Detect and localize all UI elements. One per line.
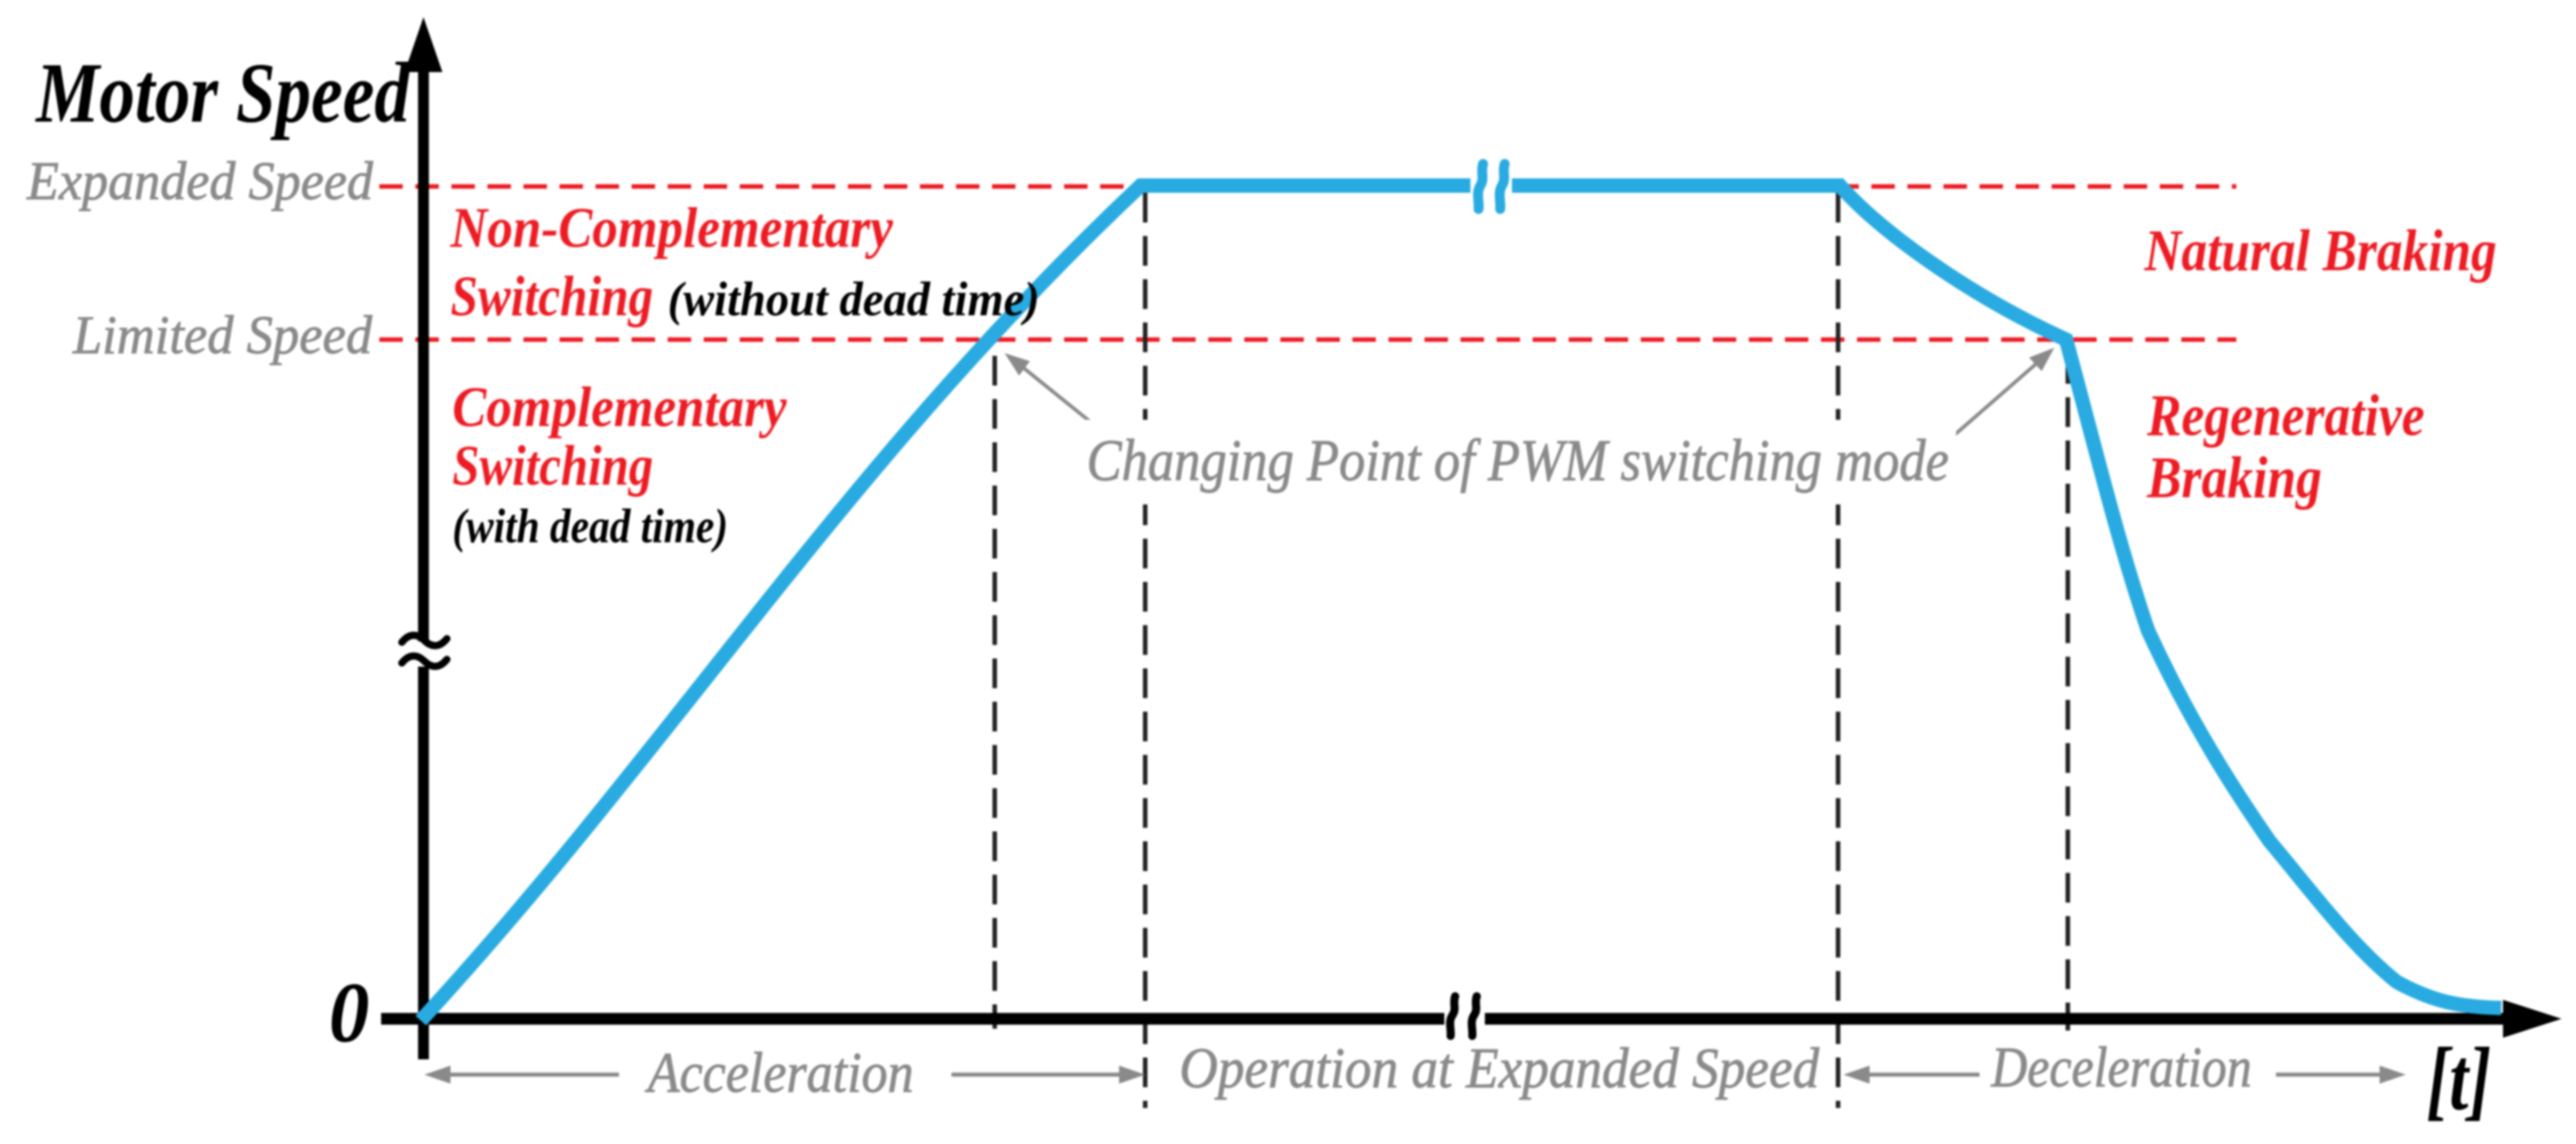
svg-text:Operation at Expanded Speed: Operation at Expanded Speed xyxy=(1179,1037,1819,1100)
svg-text:0: 0 xyxy=(329,965,369,1060)
svg-text:[t]: [t] xyxy=(2426,1029,2491,1129)
svg-text:Natural Braking: Natural Braking xyxy=(2144,218,2497,284)
svg-text:Switching: Switching xyxy=(451,265,653,328)
svg-text:Acceleration: Acceleration xyxy=(644,1041,914,1104)
svg-text:Switching: Switching xyxy=(452,434,653,497)
svg-text:(without dead time): (without dead time) xyxy=(668,272,1040,326)
svg-text:Motor Speed: Motor Speed xyxy=(34,45,411,141)
svg-text:Regenerative: Regenerative xyxy=(2146,383,2425,449)
svg-text:Braking: Braking xyxy=(2146,445,2322,511)
svg-text:Limited Speed: Limited Speed xyxy=(72,305,373,365)
svg-text:Complementary: Complementary xyxy=(452,376,787,439)
svg-text:Changing Point of PWM switchin: Changing Point of PWM switching mode xyxy=(1087,428,1949,494)
svg-text:(with dead time): (with dead time) xyxy=(452,499,728,553)
svg-text:Non-Complementary: Non-Complementary xyxy=(450,196,894,259)
svg-text:Expanded Speed: Expanded Speed xyxy=(26,151,374,211)
svg-text:Deceleration: Deceleration xyxy=(1990,1036,2252,1099)
